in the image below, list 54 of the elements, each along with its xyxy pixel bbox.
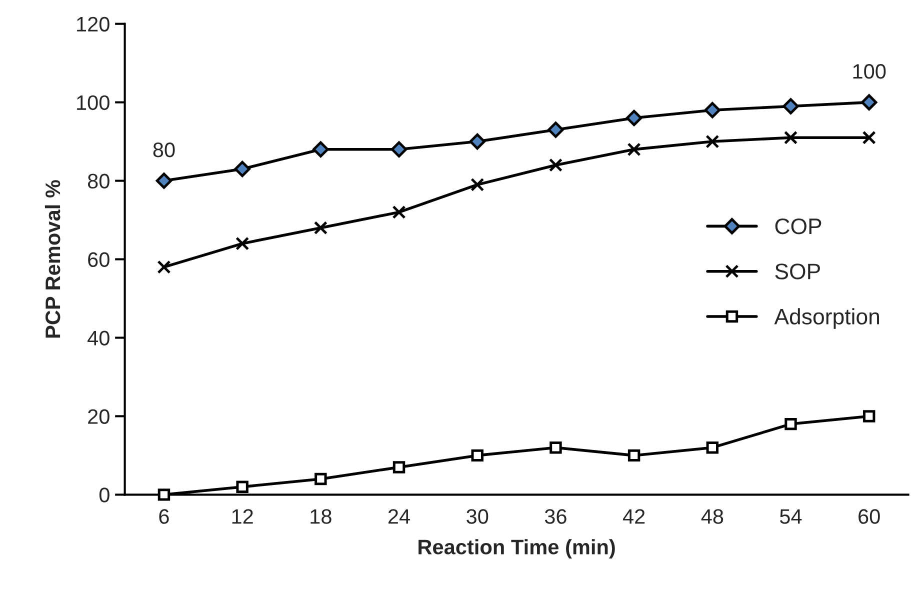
legend-label: COP (775, 218, 822, 234)
point (548, 122, 564, 138)
point (860, 94, 878, 110)
x-tick-label: 42 (622, 509, 645, 524)
x-tick-label: 18 (310, 509, 332, 524)
legend-label: Adsorption (774, 308, 879, 329)
x-tick-label: 30 (466, 509, 488, 524)
point (548, 158, 563, 172)
point (390, 141, 408, 158)
point (157, 260, 171, 274)
x-tick-label: 12 (232, 509, 253, 524)
legend-label: SOP (775, 264, 820, 280)
point (158, 488, 170, 501)
point (626, 110, 642, 126)
x-tick-label: 6 (159, 509, 169, 524)
x-tick-label: 60 (858, 509, 880, 524)
y-tick-label: 40 (88, 330, 110, 346)
point (862, 410, 876, 422)
point (706, 441, 719, 454)
point (392, 205, 406, 219)
data-label: 80 (153, 142, 175, 158)
point (236, 480, 248, 493)
point (704, 102, 721, 118)
point (706, 134, 720, 148)
y-tick-label: 0 (99, 488, 110, 502)
point (234, 160, 250, 178)
point (314, 221, 328, 235)
y-axis-title: PCP Removal % (44, 180, 60, 338)
point (628, 449, 640, 462)
data-label: 100 (853, 64, 886, 79)
point (471, 449, 484, 462)
x-axis-title: Reaction Time (min) (418, 539, 615, 559)
y-tick-label: 60 (88, 252, 110, 268)
x-tick-label: 24 (388, 509, 410, 524)
point (550, 441, 562, 454)
y-tick-label: 80 (88, 174, 110, 189)
point (236, 236, 250, 250)
y-tick-label: 120 (77, 16, 110, 32)
point (627, 142, 641, 156)
point (469, 133, 486, 150)
point (392, 461, 406, 474)
point (862, 130, 876, 144)
point (784, 130, 798, 144)
point (156, 172, 172, 189)
x-tick-label: 36 (544, 509, 566, 524)
y-tick-label: 20 (88, 409, 110, 424)
point (314, 472, 327, 486)
point (782, 98, 799, 114)
y-tick-label: 100 (77, 95, 110, 110)
x-tick-label: 48 (701, 509, 724, 524)
point (784, 418, 797, 430)
point (312, 141, 329, 158)
point (470, 178, 484, 192)
x-tick-label: 54 (780, 509, 802, 524)
